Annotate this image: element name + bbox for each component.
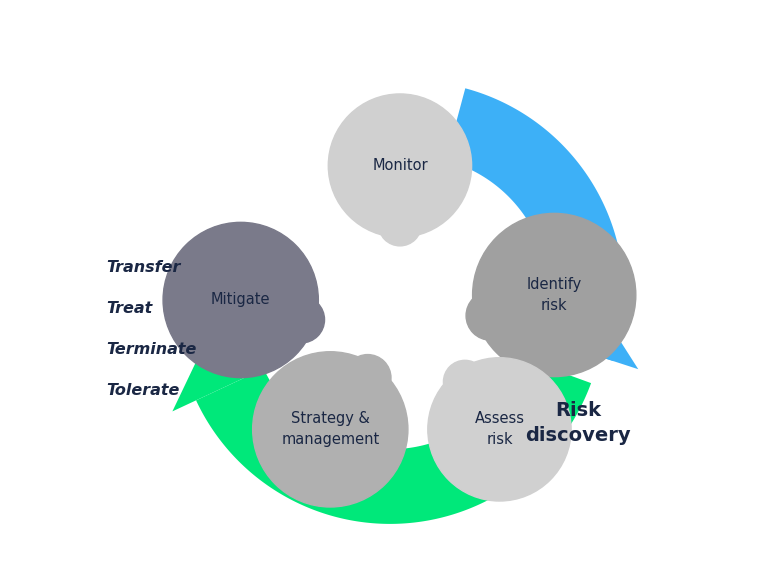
Circle shape [329, 94, 472, 238]
Text: Identify
risk: Identify risk [527, 277, 582, 313]
Circle shape [428, 358, 571, 501]
Text: Monitor: Monitor [372, 158, 428, 173]
Text: Terminate: Terminate [106, 342, 197, 357]
Polygon shape [196, 358, 591, 524]
Text: Tolerate: Tolerate [106, 383, 179, 398]
Text: Risk
discovery: Risk discovery [525, 401, 631, 445]
Polygon shape [172, 338, 287, 412]
Circle shape [344, 355, 391, 401]
Circle shape [163, 222, 319, 377]
Text: Treat: Treat [106, 301, 152, 316]
Polygon shape [446, 88, 624, 361]
Circle shape [253, 352, 408, 507]
Circle shape [278, 296, 325, 343]
Polygon shape [517, 300, 638, 369]
Text: Transfer: Transfer [106, 260, 180, 275]
Text: Mitigate: Mitigate [211, 292, 270, 308]
Circle shape [466, 291, 515, 340]
Text: Strategy &
management: Strategy & management [281, 412, 379, 447]
Circle shape [444, 360, 486, 403]
Text: Assess
risk: Assess risk [475, 412, 524, 447]
Circle shape [472, 213, 636, 376]
Circle shape [378, 203, 421, 246]
